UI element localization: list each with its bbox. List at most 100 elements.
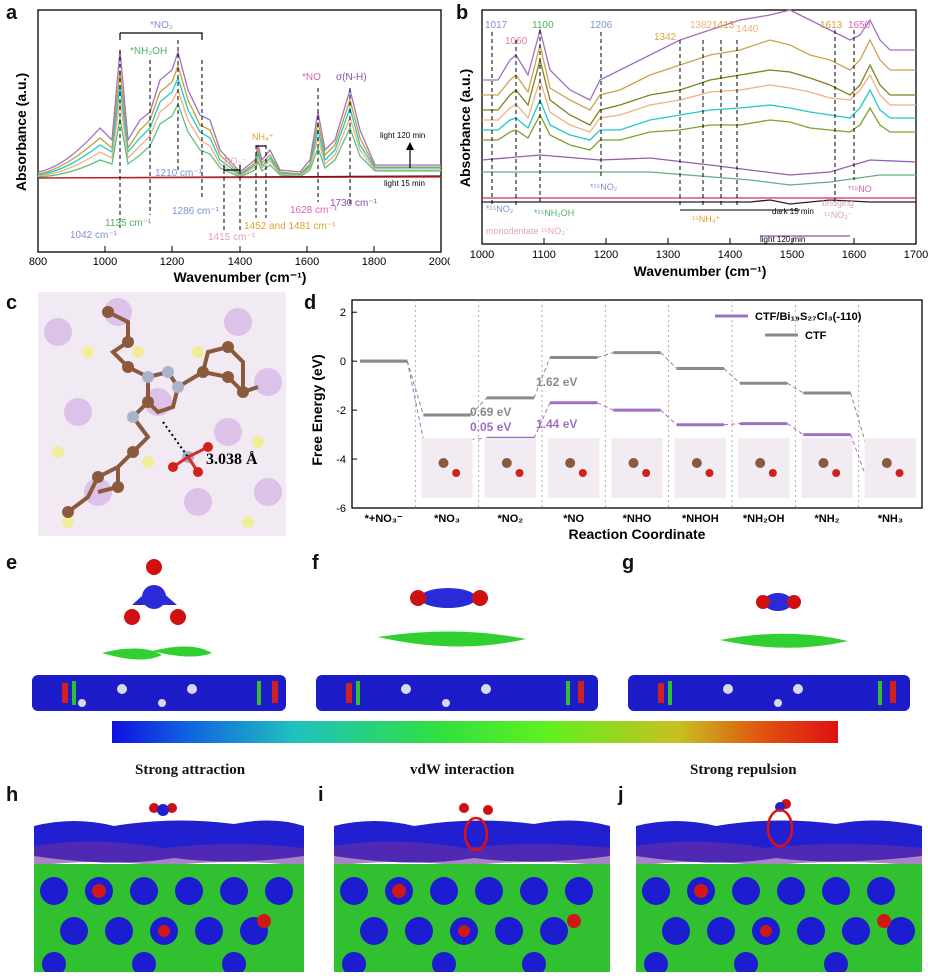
- peak-1413: 1413: [712, 20, 735, 31]
- adsorbate-structure-inset: [484, 438, 536, 498]
- tick-label: 1600: [842, 249, 866, 261]
- annotation-bridging: bridging: [822, 198, 854, 208]
- peak-1042: 1042 cm⁻¹: [70, 230, 118, 241]
- y-axis-label: Absorbance (a.u.): [457, 69, 473, 187]
- peak-1730: 1730 cm⁻¹: [330, 198, 378, 209]
- annotation-15no2-low: *¹⁵NO₂: [486, 204, 514, 214]
- peak-1628: 1628 cm⁻¹: [290, 205, 338, 216]
- x-category-label: *+NO₃⁻: [365, 513, 403, 525]
- atom-marker: [895, 469, 904, 477]
- tick-label: 1800: [362, 256, 386, 268]
- tick-label: 1100: [532, 249, 556, 261]
- y-tick-label: -4: [336, 454, 346, 466]
- energy-connector: [470, 397, 488, 416]
- igm-isosurface-f: [316, 588, 598, 711]
- tick-label: 1600: [295, 256, 319, 268]
- peak-1342: 1342: [654, 32, 677, 43]
- x-axis-label: Wavenumber (cm⁻¹): [174, 269, 307, 285]
- energy-connector: [406, 361, 424, 416]
- light-120-label: light 120 min: [380, 131, 425, 140]
- free-energy-diagram: Free Energy (eV) Reaction Coordinate 2 0 -…: [309, 299, 923, 542]
- energy-connector: [660, 409, 678, 426]
- y-tick-label: 0: [340, 356, 346, 368]
- peak-1650: 1650: [848, 20, 871, 31]
- x-axis-label: Wavenumber (cm⁻¹): [634, 263, 767, 279]
- atom-marker: [501, 458, 512, 468]
- x-axis-label: Reaction Coordinate: [569, 526, 706, 542]
- adsorption-structure-c: 3.038 Å: [38, 292, 286, 536]
- igm-isosurface-g: [628, 593, 910, 711]
- annotation-no: *NO: [302, 72, 321, 83]
- scale-label-attraction: Strong attraction: [135, 762, 246, 778]
- annotation-monodentate: monodentate ¹⁵NO₃⁻: [486, 226, 570, 236]
- legend-entry-series-2: CTF: [805, 330, 827, 342]
- annotation-15nh4: ¹⁵NH₄⁺: [692, 214, 720, 224]
- energy-connector: [850, 392, 868, 447]
- energy-connector: [533, 357, 551, 399]
- panel-letter-d: d: [304, 292, 317, 314]
- annotation-nh4: NH₄⁺: [252, 132, 274, 142]
- annotation-no2: *NO₂: [150, 20, 173, 31]
- panel-letter-a: a: [6, 2, 18, 24]
- dark-15-label: dark 15 min: [772, 207, 814, 216]
- peak-1017: 1017: [485, 20, 508, 31]
- annotation-nh2oh: *NH₂OH: [130, 46, 167, 57]
- peak-1100: 1100: [532, 20, 554, 31]
- x-category-label: *NO₃: [434, 513, 460, 525]
- energy-connector: [850, 434, 868, 479]
- tick-label: 1300: [656, 249, 680, 261]
- annotation-15nh2oh: *¹⁵NH₂OH: [534, 208, 574, 218]
- igm-slab-i: [334, 796, 610, 972]
- tick-label: 1200: [594, 249, 618, 261]
- igm-slab-j: [636, 796, 922, 972]
- x-category-label: *NHO: [623, 513, 652, 525]
- panel-letter-e: e: [6, 552, 18, 574]
- y-tick-label: -2: [336, 405, 346, 417]
- x-category-label: *NO₂: [497, 513, 523, 525]
- peak-1440: 1440: [736, 24, 759, 35]
- energy-connector: [723, 368, 741, 384]
- energy-annotation: 0.69 eV: [470, 405, 511, 419]
- atom-marker: [515, 469, 524, 477]
- panel-letter-i: i: [318, 784, 324, 806]
- x-category-label: *NHOH: [682, 513, 719, 525]
- peak-1206: 1206: [590, 20, 613, 31]
- energy-connector: [660, 352, 678, 369]
- atom-marker: [881, 458, 892, 468]
- atom-marker: [452, 469, 461, 477]
- atom-marker: [438, 458, 449, 468]
- legend-entry-series-1: CTF/Bi₁₉S₂₇Cl₃(-110): [755, 311, 862, 323]
- tick-label: 1000: [470, 249, 494, 261]
- scale-label-repulsion: Strong repulsion: [690, 762, 797, 778]
- adsorbate-structure-inset: [548, 438, 600, 498]
- tick-label: 2000: [429, 256, 450, 268]
- highlight-circle: [463, 816, 489, 852]
- peak-1286: 1286 cm⁻¹: [172, 206, 220, 217]
- peak-1415: 1415 cm⁻¹: [208, 232, 256, 243]
- energy-connector: [406, 361, 424, 440]
- y-tick-label: -6: [336, 503, 346, 515]
- peak-1613: 1613: [820, 20, 843, 31]
- x-category-label: *NO: [563, 513, 584, 525]
- atom-marker: [705, 469, 714, 477]
- peak-1210: 1210 cm⁻¹: [155, 168, 203, 179]
- panel-letter-f: f: [312, 552, 319, 574]
- energy-connector: [597, 402, 614, 411]
- tick-label: 1200: [160, 256, 184, 268]
- panel-letter-c: c: [6, 292, 18, 314]
- ftir-spectrum-a: 800 1000 1200 1400 1600 1800 2000 Wavenu…: [13, 9, 450, 285]
- annotation-bridging-no3: ¹⁵NO₃⁻: [824, 210, 853, 220]
- adsorbate-structure-inset: [801, 438, 853, 498]
- igm-color-scale: [112, 721, 838, 743]
- tick-label: 1400: [228, 256, 252, 268]
- tick-label: 1000: [93, 256, 117, 268]
- light-15-label: light 15 min: [384, 179, 425, 188]
- energy-connector: [597, 352, 614, 358]
- energy-annotation: 1.44 eV: [536, 417, 577, 431]
- igm-slab-h: [34, 796, 304, 972]
- y-axis-label: Absorbance (a.u.): [13, 73, 29, 191]
- annotation-sigma-nh: σ(N-H): [336, 72, 367, 83]
- panel-letter-h: h: [6, 784, 19, 806]
- adsorbate-structure-inset: [738, 438, 790, 498]
- tick-label: 800: [29, 256, 47, 268]
